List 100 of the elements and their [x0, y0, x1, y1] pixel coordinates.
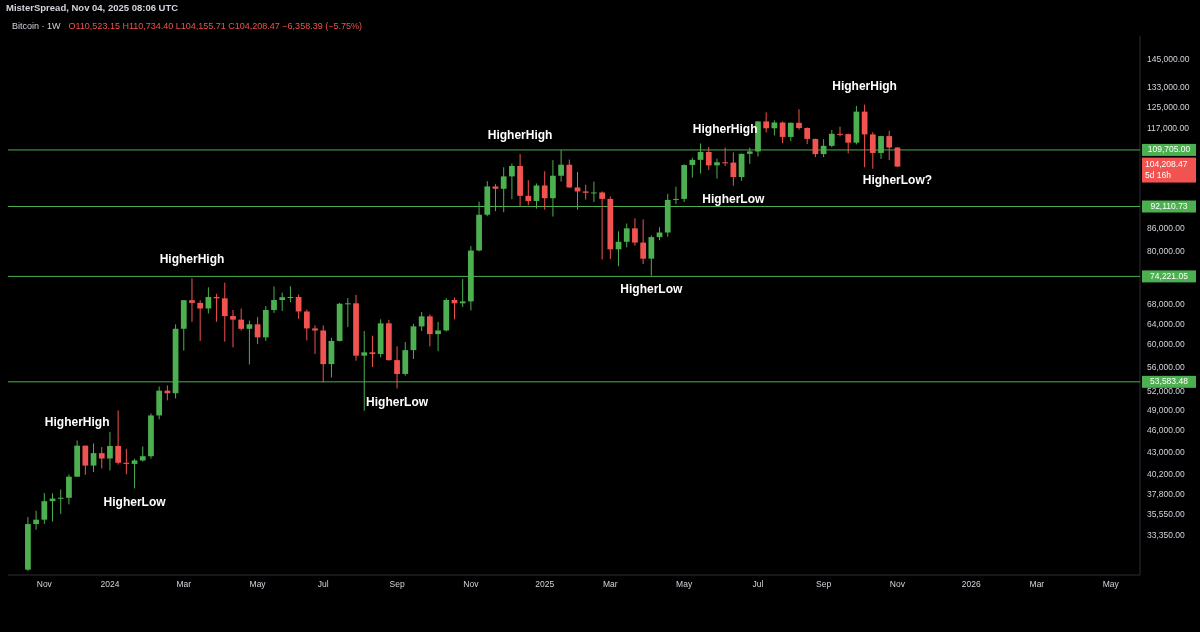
- y-tick-label: 52,000.00: [1147, 385, 1186, 396]
- x-tick-label: Sep: [389, 579, 405, 590]
- x-tick-label: Jul: [752, 579, 764, 590]
- candlestick: [673, 186, 679, 205]
- candlestick: [492, 183, 499, 212]
- candlestick: [115, 409, 122, 466]
- y-tick-label: 68,000.00: [1147, 298, 1186, 309]
- y-tick-label: 60,000.00: [1147, 339, 1186, 350]
- y-tick-label: 46,000.00: [1147, 425, 1186, 436]
- annotation: HigherHigh: [159, 252, 225, 267]
- candlestick: [509, 163, 515, 200]
- annotation: HigherHigh: [44, 414, 110, 429]
- candlestick: [246, 320, 253, 365]
- text: 104,208.47: [1145, 158, 1188, 169]
- candlestick: [41, 492, 48, 525]
- y-tick-label: 35,550.00: [1147, 508, 1186, 519]
- chart-subtitle: O110,523.15 H110,734.40 L104,155.71 C104,208.47 −6,358.39 (−5.75%): [68, 21, 362, 31]
- x-tick-label: Nov: [463, 579, 480, 590]
- candlestick: [623, 223, 630, 248]
- y-tick-label: 86,000.00: [1147, 222, 1186, 233]
- candlestick: [722, 147, 729, 167]
- candlestick: [344, 297, 351, 328]
- candlestick: [238, 308, 245, 331]
- y-tick-label: 64,000.00: [1147, 318, 1186, 329]
- text: MisterSpread, Nov 04, 2025 08:06 UTC: [6, 2, 179, 13]
- candlestick: [221, 282, 228, 343]
- x-tick-label: Mar: [603, 579, 618, 590]
- candlestick: [591, 181, 597, 203]
- candlestick: [869, 131, 876, 170]
- candlestick: [98, 446, 105, 469]
- x-tick-label: Nov: [889, 579, 906, 590]
- candlestick: [33, 510, 39, 531]
- candlestick: [418, 311, 425, 332]
- candlestick: [714, 158, 720, 180]
- candlestick: [230, 309, 236, 348]
- candlestick: [197, 299, 204, 342]
- candlestick: [57, 489, 64, 515]
- candlestick: [82, 445, 89, 476]
- candlestick: [402, 341, 409, 377]
- ref-line-label: 109,705.00: [1147, 144, 1191, 155]
- candlestick: [705, 146, 712, 171]
- candlestick: [525, 179, 532, 206]
- candlestick: [796, 108, 802, 131]
- candlestick: [730, 151, 737, 187]
- candlestick: [689, 157, 696, 179]
- annotation: HigherLow?: [862, 172, 933, 187]
- x-tick-label: 2026: [961, 579, 981, 590]
- candlestick: [599, 190, 605, 260]
- y-tick-label: 49,000.00: [1147, 405, 1186, 416]
- x-tick-label: May: [249, 579, 267, 590]
- y-tick-label: 125,000.00: [1147, 101, 1190, 112]
- x-tick-label: 2024: [100, 579, 120, 590]
- candlestick: [279, 292, 286, 312]
- x-tick-label: Mar: [176, 579, 192, 590]
- candlestick: [837, 126, 843, 137]
- x-tick-label: Nov: [36, 579, 53, 590]
- annotation: HigherLow: [366, 394, 429, 409]
- y-tick-label: 33,350.00: [1147, 529, 1186, 540]
- y-tick-label: 43,000.00: [1147, 447, 1186, 458]
- candlestick: [66, 473, 72, 505]
- candlestick: [107, 431, 113, 471]
- y-tick-label: 80,000.00: [1147, 246, 1186, 257]
- candlestick: [426, 313, 433, 347]
- ref-line-label: 53,583.48: [1150, 376, 1189, 387]
- text: 5d 16h: [1145, 169, 1172, 180]
- candlestick: [90, 442, 97, 473]
- candlestick: [205, 286, 212, 314]
- annotation: HigherHigh: [487, 128, 553, 143]
- candlestick: [459, 278, 466, 308]
- ref-line-label: 74,221.05: [1150, 270, 1189, 281]
- candlestick: [369, 335, 376, 368]
- y-tick-label: 56,000.00: [1147, 361, 1186, 372]
- x-tick-label: May: [676, 579, 693, 590]
- x-tick-label: Sep: [816, 579, 832, 590]
- annotation: HigherLow: [620, 281, 684, 296]
- candlestick: [763, 111, 770, 133]
- x-tick-label: Jul: [317, 579, 329, 590]
- y-tick-label: 145,000.00: [1147, 53, 1190, 64]
- candlestick: [541, 170, 548, 211]
- x-tick-label: Mar: [1029, 579, 1045, 590]
- x-tick-label: May: [1102, 579, 1120, 590]
- ref-line-label: 92,110.73: [1150, 200, 1188, 211]
- candlestick: [632, 217, 638, 247]
- candlestick: [271, 285, 277, 314]
- y-tick-label: 117,000.00: [1147, 123, 1190, 134]
- y-tick-label: 133,000.00: [1147, 81, 1190, 92]
- candlestick: [394, 345, 400, 389]
- y-tick-label: 40,200.00: [1147, 469, 1186, 480]
- y-tick-label: 37,800.00: [1147, 489, 1186, 500]
- candlestick: [566, 159, 573, 189]
- candlestick: [435, 321, 441, 352]
- annotation: HigherLow: [103, 494, 167, 509]
- candlestick: [131, 458, 138, 489]
- candlestick: [312, 324, 318, 355]
- candlestick: [189, 277, 195, 323]
- candlestick: [886, 130, 893, 161]
- x-tick-label: 2025: [535, 579, 555, 590]
- chart-title: Bitcoin · 1W: [12, 21, 61, 31]
- candlestick: [303, 309, 310, 341]
- annotation: HigherLow: [702, 191, 766, 206]
